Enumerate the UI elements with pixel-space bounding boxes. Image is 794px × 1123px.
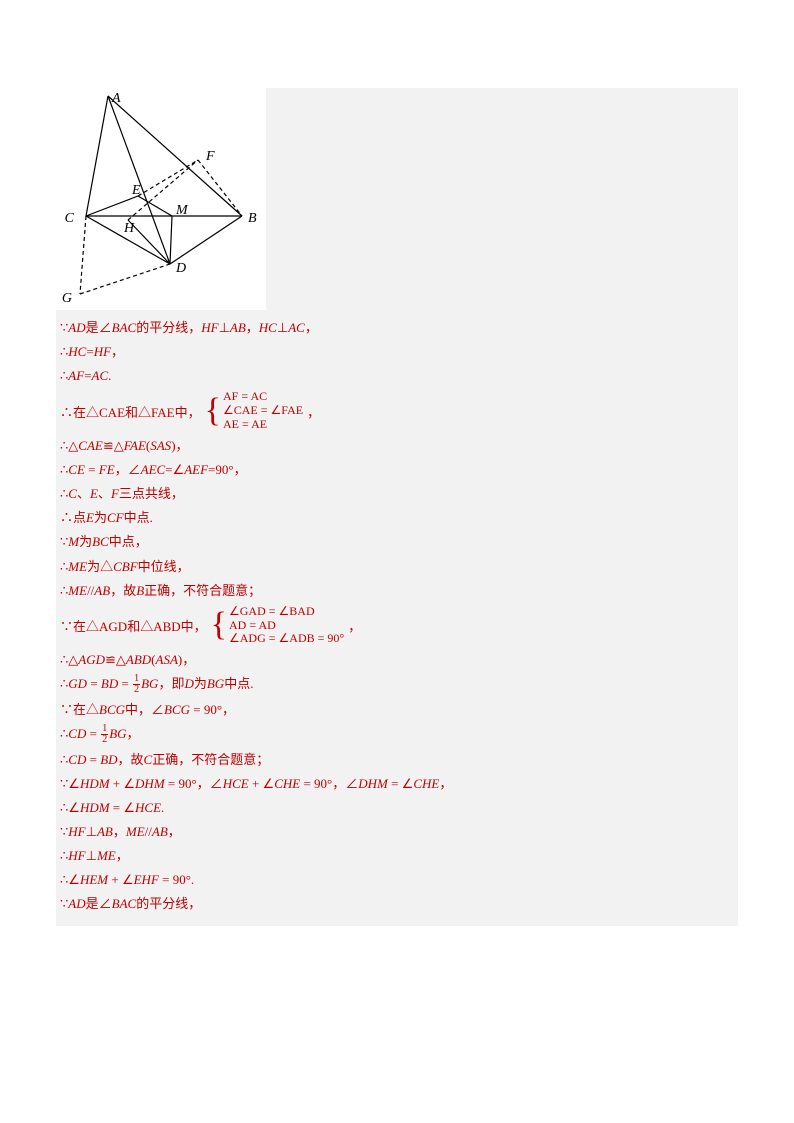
proof-lines: ∵AD是∠BAC的平分线，HF⊥AB，HC⊥AC， ∴HC=HF， ∴AF=AC. ∴… [56, 310, 738, 926]
proof-line: ∴HC=HF， [60, 342, 734, 362]
proof-line: ∵M为BC中点， [60, 532, 734, 552]
proof-line: ∴CD = BD，故C正确，不符合题意； [60, 750, 734, 770]
proof-line: ∴△AGD≌△ABD(ASA)， [60, 650, 734, 670]
proof-line: ∵在△BCG中，∠BCG = 90°， [60, 700, 734, 720]
proof-line-brace: ∴在△CAE和△FAE中，{AF = AC∠CAE = ∠FAEAE = AE， [60, 390, 734, 431]
proof-line: ∴点E为CF中点. [60, 508, 734, 528]
svg-text:H: H [123, 221, 135, 236]
proof-line-brace: ∵在△AGD和△ABD中，{∠GAD = ∠BADAD = AD∠ADG = ∠… [60, 605, 734, 646]
proof-line: ∵∠HDM + ∠DHM = 90°，∠HCE + ∠CHE = 90°，∠DH… [60, 774, 734, 794]
proof-line: ∴ME//AB，故B正确，不符合题意； [60, 581, 734, 601]
proof-line: ∴ME为△CBF中位线， [60, 557, 734, 577]
geometry-diagram: A F E C H M B D G [56, 88, 266, 310]
svg-text:D: D [175, 261, 186, 276]
svg-text:C: C [65, 211, 75, 226]
proof-line: ∴HF⊥ME， [60, 846, 734, 866]
svg-text:E: E [131, 183, 141, 198]
svg-text:B: B [248, 211, 257, 226]
proof-line: ∴∠HEM + ∠EHF = 90°. [60, 870, 734, 890]
svg-text:G: G [62, 291, 72, 306]
proof-line: ∴∠HDM = ∠HCE. [60, 798, 734, 818]
proof-line-frac: ∴GD = BD = 12BG，即D为BG中点. [60, 674, 734, 696]
proof-line: ∴△CAE≌△FAE(SAS)， [60, 436, 734, 456]
proof-line: ∵AD是∠BAC的平分线， [60, 894, 734, 914]
proof-line-frac: ∴CD = 12BG， [60, 724, 734, 746]
svg-text:A: A [111, 91, 121, 106]
proof-line: ∴AF=AC. [60, 366, 734, 386]
proof-line: ∵HF⊥AB，ME//AB， [60, 822, 734, 842]
svg-text:F: F [205, 149, 215, 164]
proof-line: ∵AD是∠BAC的平分线，HF⊥AB，HC⊥AC， [60, 318, 734, 338]
proof-line: ∴C、E、F三点共线， [60, 484, 734, 504]
solution-box: A F E C H M B D G ∵AD是∠BAC的平分线，HF⊥AB，HC⊥AC， ∴HC=H… [56, 88, 738, 926]
proof-line: ∴CE = FE，∠AEC=∠AEF=90°， [60, 460, 734, 480]
svg-text:M: M [175, 203, 189, 218]
